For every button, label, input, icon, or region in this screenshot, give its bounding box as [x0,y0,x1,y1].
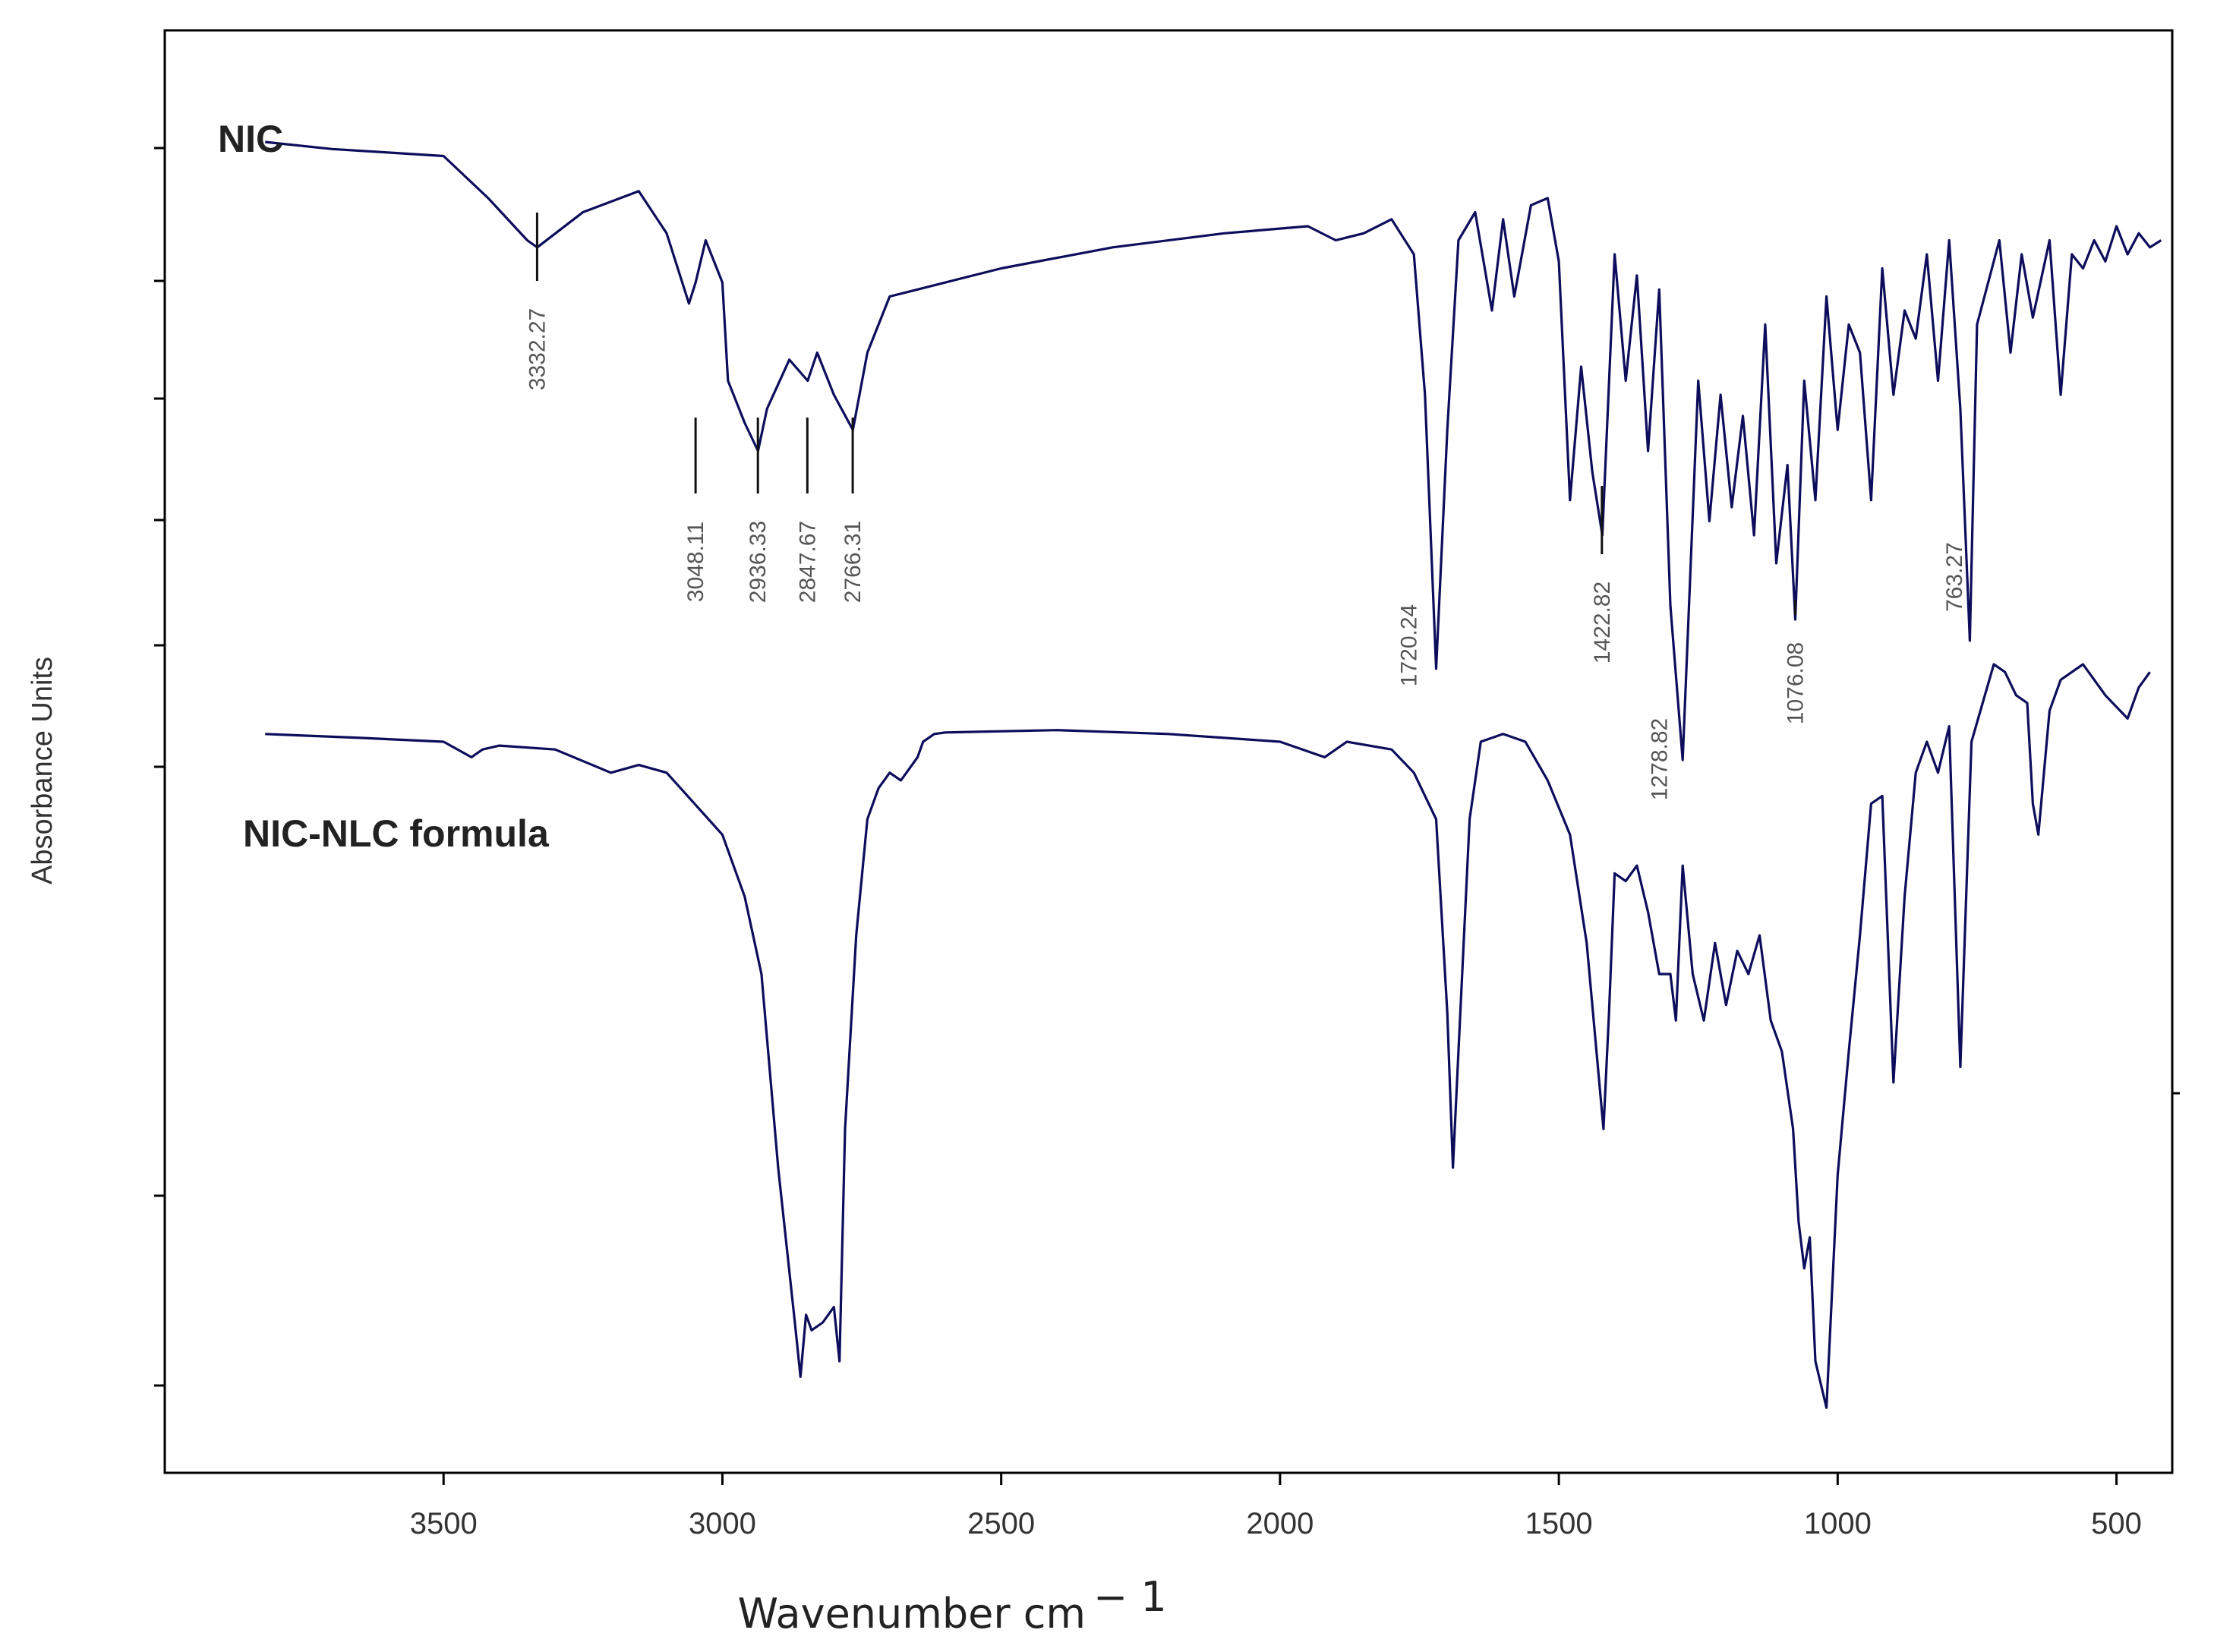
x-tick-label: 2500 [967,1507,1035,1540]
x-tick-label: 1500 [1525,1507,1593,1540]
y-axis-ticks [154,147,2180,1387]
x-tick-label: 500 [2091,1507,2142,1540]
x-axis-tick-labels: 3500 3000 2500 2000 1500 1000 500 [410,1507,2142,1540]
x-tick-label: 3000 [689,1507,756,1540]
x-tick-label: 3500 [410,1507,478,1540]
plot-frame [163,29,2174,1474]
peak-label: 1278.82 [1648,718,1673,800]
peak-annotations: 3332.27 3048.11 2936.33 2847.67 2766.31 1720.… [525,213,1967,800]
peak-label: 763.27 [1942,542,1967,612]
peak-label: 3048.11 [683,522,708,602]
x-axis-title-text: Wavenumber cm [738,1590,1086,1638]
x-tick-label: 1000 [1804,1507,1872,1540]
x-axis-title-superscript: − 1 [1093,1573,1167,1621]
x-axis-ticks [442,1473,2118,1485]
series-label-2: NIC-NLC formula [243,812,550,855]
peak-label: 2766.31 [840,521,866,603]
peak-label: 2936.33 [746,521,771,603]
peak-label: 1720.24 [1396,604,1421,686]
y-axis-title: Absorbance Units [27,657,58,884]
spectrum-line-2 [265,663,2151,1409]
series-labels: NIC NIC-NLC formula [218,118,550,855]
spectrum-line-1 [265,140,2162,761]
x-tick-label: 2000 [1246,1507,1314,1540]
peak-label: 1076.08 [1784,642,1809,724]
peak-label: 2847.67 [795,521,820,603]
peak-label: 1422.82 [1590,582,1615,664]
peak-label: 3332.27 [525,308,550,390]
x-axis-title: Wavenumber cm − 1 [738,1573,1167,1638]
series-label-1: NIC [218,118,283,160]
spectra-lines [265,140,2162,1409]
